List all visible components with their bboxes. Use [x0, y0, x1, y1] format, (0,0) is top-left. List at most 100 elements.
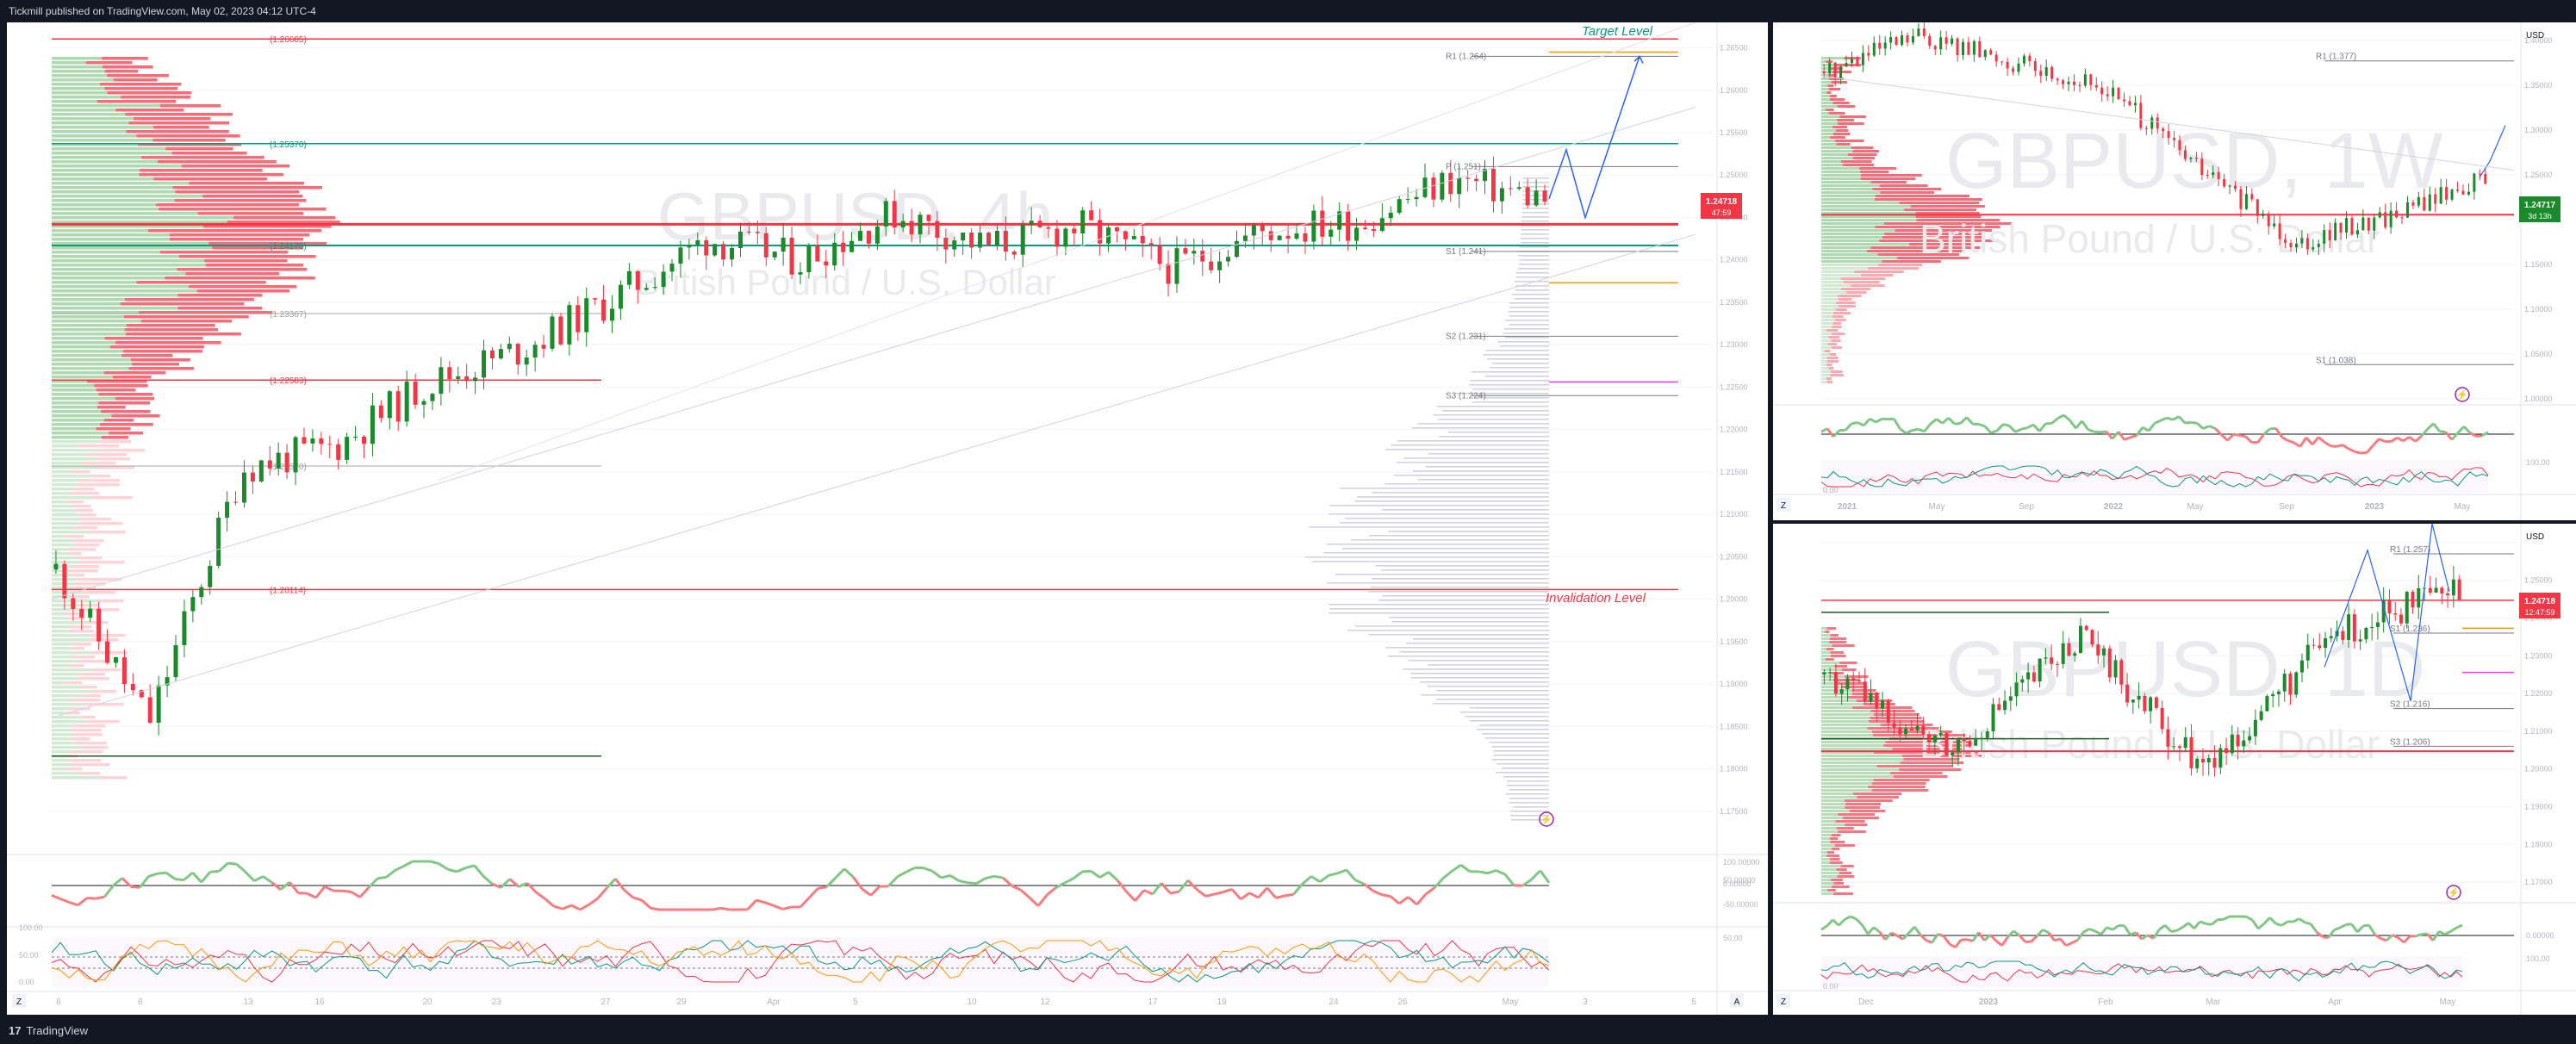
rsi-segment	[2318, 436, 2325, 444]
rsi-segment	[2420, 428, 2429, 438]
lightning-icon[interactable]	[1539, 811, 1554, 827]
candle-body	[79, 608, 84, 618]
volume-profile-bar	[1428, 686, 1549, 687]
chart-panel-1w[interactable]: GBPUSD, 1W British Pound / U.S. Dollar R…	[1773, 22, 2576, 520]
rsi-segment	[1913, 926, 1922, 936]
rsi-segment	[1363, 883, 1374, 892]
corner-z-button[interactable]: Z	[1776, 498, 1790, 512]
rsi-segment	[825, 876, 837, 888]
volume-bar-down	[138, 311, 273, 314]
volume-bar-up	[1821, 370, 1831, 373]
volume-bar-down	[78, 483, 120, 487]
volume-profile-bar	[1396, 462, 1549, 463]
volume-bar-up	[1821, 84, 1828, 87]
rsi-segment	[2324, 440, 2331, 447]
rsi-segment	[2415, 933, 2423, 938]
currency-label: USD	[2526, 532, 2544, 542]
corner-a-button[interactable]: A	[1730, 994, 1744, 1008]
candle-body	[1989, 50, 1993, 55]
rsi-segment	[2026, 423, 2034, 429]
candle-body	[1011, 252, 1017, 255]
volume-profile-bar	[1508, 311, 1549, 313]
candle-body	[1828, 62, 1832, 74]
volume-bar-up	[1821, 95, 1830, 97]
rsi-segment	[834, 867, 846, 879]
volume-bar-down	[124, 328, 218, 332]
rsi-segment	[403, 860, 414, 867]
corner-z-button[interactable]: Z	[1776, 994, 1790, 1008]
rsi-segment	[2345, 923, 2352, 927]
rsi-segment	[1143, 889, 1154, 896]
candle-body	[2173, 138, 2176, 140]
volume-bar-up	[1821, 854, 1827, 857]
volume-bar-down	[99, 449, 146, 452]
candle-body	[1474, 178, 1479, 182]
lightning-icon[interactable]	[2446, 885, 2461, 900]
candle-body	[1956, 738, 1960, 753]
volume-bar-up	[52, 388, 96, 392]
candle-body	[1457, 177, 1462, 195]
volume-bar-up	[1821, 284, 1851, 287]
volume-bar-up	[1821, 875, 1838, 878]
chart-1d-svg[interactable]: GBPUSD, 1D British Pound / U.S. Dollar R…	[1773, 524, 2576, 1015]
oscillator-line	[51, 940, 1550, 983]
chart-panel-4h[interactable]: GBPUSD, 4h British Pound / U.S. Dollar (…	[7, 22, 1768, 1015]
svg-text:⚡: ⚡	[1540, 814, 1552, 825]
rsi-segment	[1863, 418, 1871, 426]
rsi-segment	[1875, 417, 1883, 424]
volume-bar-up	[1821, 772, 1891, 774]
volume-bar-down	[1826, 109, 1834, 111]
rsi-segment	[1521, 878, 1533, 887]
volume-bar-down	[72, 595, 90, 599]
rsi-segment	[1941, 417, 1950, 425]
volume-bar-up	[52, 255, 179, 258]
volume-bar-down	[1872, 188, 1942, 190]
rsi-segment	[923, 867, 933, 873]
rsi-segment	[2152, 929, 2161, 940]
invalidation-level-label: Invalidation Level	[1546, 591, 1646, 606]
time-tick-label: 5	[1691, 997, 1696, 1007]
volume-bar-up	[52, 483, 79, 487]
corner-z-button[interactable]: Z	[12, 994, 26, 1008]
volume-bar-up	[1821, 374, 1831, 376]
candle-body	[2305, 238, 2309, 250]
volume-bar-up	[52, 173, 140, 177]
volume-bar-down	[1827, 343, 1838, 345]
candle-body	[961, 233, 966, 241]
rsi-segment	[2444, 930, 2452, 936]
rsi-segment	[2336, 444, 2343, 448]
candle-body	[550, 316, 555, 349]
rsi-segment	[1935, 418, 1944, 425]
rsi-segment	[2088, 428, 2095, 433]
volume-bar-down	[1825, 631, 1830, 633]
volume-profile-bar	[1428, 664, 1549, 666]
volume-bar-down	[120, 302, 245, 306]
volume-bar-down	[177, 307, 263, 310]
rsi-segment	[1036, 893, 1048, 907]
volume-bar-up	[52, 737, 72, 741]
volume-profile-bar	[1309, 526, 1549, 528]
rsi-segment	[773, 904, 784, 910]
volume-bar-up	[1821, 243, 1909, 245]
candle-body	[1857, 680, 1861, 682]
candle-body	[892, 201, 897, 228]
rsi-segment	[51, 893, 61, 901]
chart-4h-svg[interactable]: GBPUSD, 4h British Pound / U.S. Dollar (…	[7, 22, 1768, 1015]
rsi-segment	[1107, 871, 1119, 882]
rsi-segment	[887, 875, 899, 887]
volume-bar-up	[1821, 634, 1831, 637]
candle-body	[1985, 731, 1989, 738]
chart-1w-svg[interactable]: GBPUSD, 1W British Pound / U.S. Dollar R…	[1773, 22, 2576, 520]
candle-body	[2347, 614, 2351, 641]
volume-bar-down	[97, 457, 131, 461]
rsi-segment	[2305, 921, 2312, 926]
candle-body	[2218, 748, 2223, 768]
volume-bar-up	[1821, 823, 1845, 826]
volume-bar-up	[1821, 229, 1895, 232]
time-tick-label: 13	[243, 997, 253, 1007]
chart-panel-1d[interactable]: GBPUSD, 1D British Pound / U.S. Dollar R…	[1773, 524, 2576, 1015]
volume-bar-up	[1821, 67, 1832, 70]
lightning-icon[interactable]	[2455, 387, 2470, 402]
volume-bar-down	[75, 509, 94, 513]
volume-bar-up	[1821, 827, 1837, 830]
